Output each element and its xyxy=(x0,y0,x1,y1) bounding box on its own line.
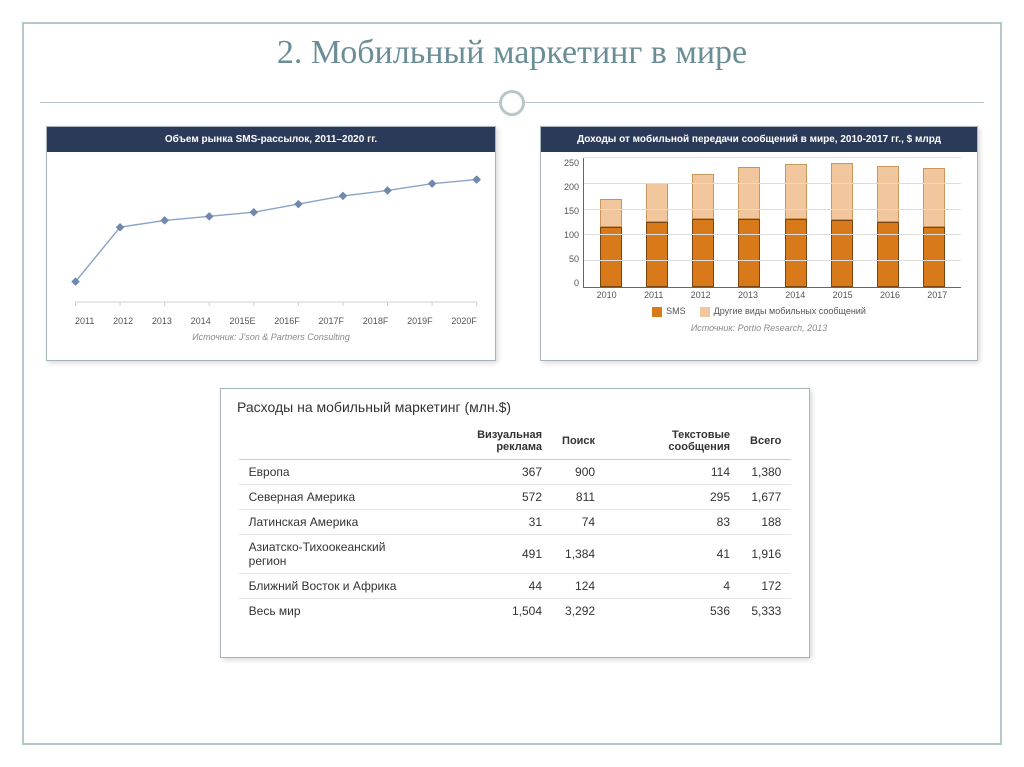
x-tick-label: 2016 xyxy=(880,290,900,300)
table-cell: 811 xyxy=(552,485,605,510)
table-header-cell: Визуальная реклама xyxy=(425,423,553,460)
table-cell: Европа xyxy=(239,460,425,485)
y-tick-label: 100 xyxy=(557,230,579,240)
x-tick-label: 2011 xyxy=(644,290,663,300)
table-cell: 188 xyxy=(740,510,791,535)
legend-label-b: Другие виды мобильных сообщений xyxy=(714,306,866,316)
x-tick-label: 2015E xyxy=(229,316,255,326)
table-cell: 900 xyxy=(552,460,605,485)
x-tick-label: 2010 xyxy=(597,290,617,300)
table-row: Весь мир1,5043,2925365,333 xyxy=(239,599,792,624)
table-cell: 41 xyxy=(605,535,740,574)
bar-chart-title: Доходы от мобильной передачи сообщений в… xyxy=(541,127,977,152)
table-cell: 367 xyxy=(425,460,553,485)
line-chart-panel: Объем рынка SMS-рассылок, 2011–2020 гг. … xyxy=(46,126,496,361)
table-cell: 1,380 xyxy=(740,460,791,485)
table-cell: 491 xyxy=(425,535,553,574)
table-panel: Расходы на мобильный маркетинг (млн.$) В… xyxy=(220,388,810,658)
table-cell: Латинская Америка xyxy=(239,510,425,535)
table-row: Северная Америка5728112951,677 xyxy=(239,485,792,510)
bar-group xyxy=(914,168,955,287)
x-tick-label: 2014 xyxy=(191,316,211,326)
table-row: Азиатско-Тихоокеанский регион4911,384411… xyxy=(239,535,792,574)
legend-swatch-b xyxy=(700,307,710,317)
x-tick-label: 2020F xyxy=(451,316,477,326)
table-cell: 295 xyxy=(605,485,740,510)
table-row: Ближний Восток и Африка441244172 xyxy=(239,574,792,599)
legend-item: SMS xyxy=(652,306,686,317)
line-chart-source: Источник: J'son & Partners Consulting xyxy=(47,326,495,342)
table-header-cell: Текстовые сообщения xyxy=(605,423,740,460)
table-cell: 3,292 xyxy=(552,599,605,624)
bar-group xyxy=(683,174,724,287)
table-cell: 114 xyxy=(605,460,740,485)
line-chart-plot xyxy=(47,156,495,316)
x-tick-label: 2011 xyxy=(75,316,94,326)
table-header-cell: Всего xyxy=(740,423,791,460)
table-cell: 1,504 xyxy=(425,599,553,624)
table-cell: 1,384 xyxy=(552,535,605,574)
table-cell: 1,916 xyxy=(740,535,791,574)
bar-chart-plot: 0 50 100 150 200 250 xyxy=(557,158,961,288)
table-cell: 124 xyxy=(552,574,605,599)
bar-chart-x-axis: 2010 2011 2012 2013 2014 2015 2016 2017 xyxy=(583,290,961,300)
y-tick-label: 50 xyxy=(557,254,579,264)
table-cell: Азиатско-Тихоокеанский регион xyxy=(239,535,425,574)
ring-icon xyxy=(499,90,525,116)
spending-table: Визуальная рекламаПоискТекстовые сообщен… xyxy=(239,423,792,623)
x-tick-label: 2015 xyxy=(833,290,853,300)
slide-title: 2. Мобильный маркетинг в мире xyxy=(0,34,1024,72)
bar-group xyxy=(868,166,909,287)
x-tick-label: 2012 xyxy=(691,290,711,300)
table-cell: 44 xyxy=(425,574,553,599)
legend-item: Другие виды мобильных сообщений xyxy=(700,306,866,317)
y-tick-label: 150 xyxy=(557,206,579,216)
table-row: Латинская Америка317483188 xyxy=(239,510,792,535)
x-tick-label: 2017 xyxy=(927,290,947,300)
line-chart-title: Объем рынка SMS-рассылок, 2011–2020 гг. xyxy=(47,127,495,152)
x-tick-label: 2013 xyxy=(738,290,758,300)
y-tick-label: 0 xyxy=(557,278,579,288)
bar-chart-y-axis: 0 50 100 150 200 250 xyxy=(557,158,583,288)
table-title: Расходы на мобильный маркетинг (млн.$) xyxy=(221,389,809,423)
x-tick-label: 2016F xyxy=(274,316,300,326)
table-cell: 172 xyxy=(740,574,791,599)
table-header-cell xyxy=(239,423,425,460)
x-tick-label: 2013 xyxy=(152,316,172,326)
x-tick-label: 2019F xyxy=(407,316,433,326)
table-cell: 572 xyxy=(425,485,553,510)
table-cell: 74 xyxy=(552,510,605,535)
bar-chart-source: Источник: Portio Research, 2013 xyxy=(541,317,977,333)
y-tick-label: 250 xyxy=(557,158,579,168)
bar-group xyxy=(591,199,632,287)
legend-label-a: SMS xyxy=(666,306,686,316)
table-row: Европа3679001141,380 xyxy=(239,460,792,485)
table-cell: 31 xyxy=(425,510,553,535)
table-cell: 4 xyxy=(605,574,740,599)
line-chart-x-axis: 2011 2012 2013 2014 2015E 2016F 2017F 2018F 2019… xyxy=(47,316,495,326)
bar-chart-bars xyxy=(583,158,961,288)
table-cell: 83 xyxy=(605,510,740,535)
x-tick-label: 2014 xyxy=(785,290,805,300)
bar-chart-legend: SMS Другие виды мобильных сообщений xyxy=(541,306,977,317)
bar-group xyxy=(729,167,770,287)
table-cell: Весь мир xyxy=(239,599,425,624)
table-cell: Северная Америка xyxy=(239,485,425,510)
bar-group xyxy=(821,163,862,287)
x-tick-label: 2018F xyxy=(363,316,389,326)
legend-swatch-a xyxy=(652,307,662,317)
table-cell: 5,333 xyxy=(740,599,791,624)
table-header-cell: Поиск xyxy=(552,423,605,460)
x-tick-label: 2012 xyxy=(113,316,133,326)
y-tick-label: 200 xyxy=(557,182,579,192)
bar-chart-panel: Доходы от мобильной передачи сообщений в… xyxy=(540,126,978,361)
x-tick-label: 2017F xyxy=(319,316,345,326)
table-cell: 536 xyxy=(605,599,740,624)
table-cell: 1,677 xyxy=(740,485,791,510)
table-cell: Ближний Восток и Африка xyxy=(239,574,425,599)
